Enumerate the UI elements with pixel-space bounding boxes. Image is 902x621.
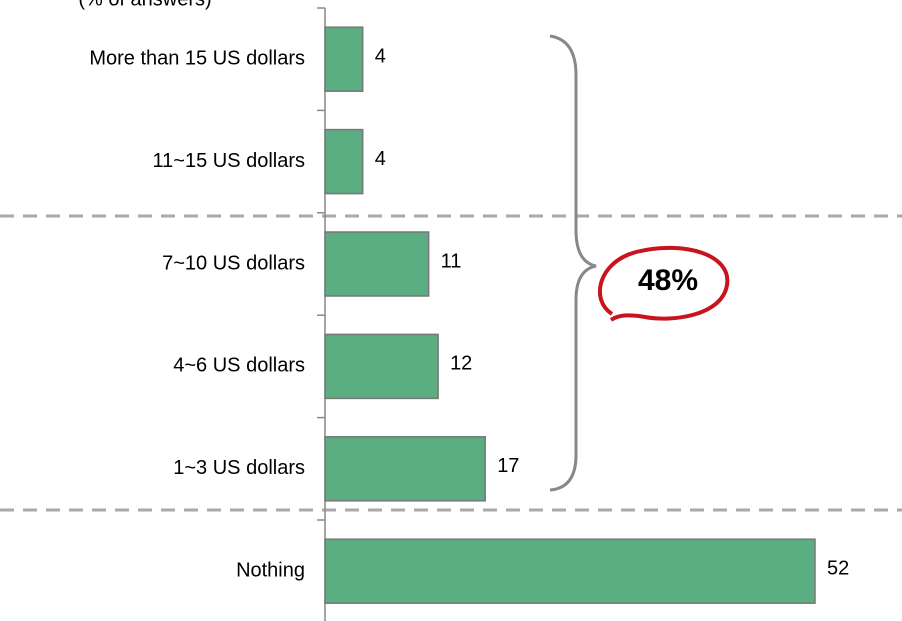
category-label: 4~6 US dollars <box>173 355 305 377</box>
category-label: 7~10 US dollars <box>162 252 305 274</box>
value-label: 12 <box>450 353 472 375</box>
bar <box>324 26 364 92</box>
category-label: More than 15 US dollars <box>89 47 305 69</box>
bar <box>324 231 430 297</box>
value-label: 52 <box>827 557 849 579</box>
annotation: 48% <box>638 264 698 297</box>
value-label: 17 <box>497 455 519 477</box>
category-label: 11~15 US dollars <box>153 150 306 172</box>
highlight-circle <box>597 245 730 322</box>
bar <box>324 436 486 502</box>
bar <box>324 333 439 400</box>
category-label: Nothing <box>236 559 305 581</box>
category-label: 1~3 US dollars <box>173 457 305 479</box>
brace <box>549 34 597 492</box>
bar <box>324 538 816 604</box>
value-label: 4 <box>375 45 386 67</box>
value-label: 4 <box>375 148 386 170</box>
value-label: 11 <box>441 250 462 272</box>
chart-title: (% of answers) <box>78 0 211 10</box>
bar <box>324 128 364 195</box>
